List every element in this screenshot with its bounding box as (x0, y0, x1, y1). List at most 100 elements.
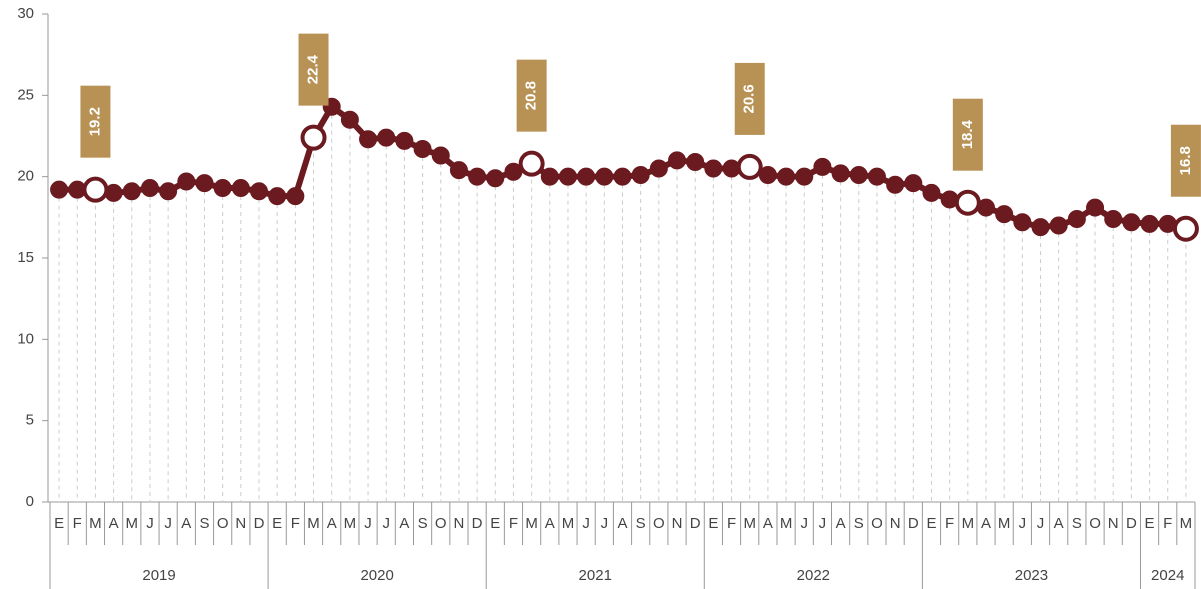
y-tick-label: 0 (26, 493, 34, 510)
x-tick-label: J (601, 515, 609, 532)
year-label: 2022 (797, 567, 830, 584)
x-tick-label: F (727, 515, 736, 532)
x-tick-label: J (582, 515, 590, 532)
marker (122, 182, 141, 201)
x-tick-label: M (525, 515, 538, 532)
marker (558, 167, 577, 186)
x-tick-label: A (109, 515, 119, 532)
marker (395, 131, 414, 150)
marker (104, 183, 123, 202)
value-label-box (952, 98, 983, 171)
x-tick-label: M (562, 515, 575, 532)
x-tick-label: M (1180, 515, 1193, 532)
marker (577, 167, 596, 186)
value-label: 18.4 (959, 119, 976, 149)
marker (649, 159, 668, 178)
x-tick-label: M (344, 515, 357, 532)
marker (231, 179, 250, 198)
x-tick-label: S (854, 515, 864, 532)
marker (1104, 209, 1123, 228)
x-tick-label: O (1089, 515, 1101, 532)
value-label-box (516, 59, 547, 132)
x-tick-label: E (926, 515, 936, 532)
marker (1013, 213, 1032, 232)
value-label: 20.8 (523, 81, 540, 110)
value-label: 22.4 (305, 54, 322, 84)
y-tick-label: 15 (17, 249, 34, 266)
marker (413, 140, 432, 159)
x-tick-label: N (1108, 515, 1119, 532)
marker (976, 198, 995, 217)
marker (140, 179, 159, 198)
x-tick-label: M (743, 515, 756, 532)
y-tick-label: 20 (17, 168, 34, 185)
x-tick-label: E (272, 515, 282, 532)
marker (813, 157, 832, 176)
y-tick-label: 25 (17, 86, 34, 103)
x-tick-label: J (364, 515, 372, 532)
x-tick-label: S (1072, 515, 1082, 532)
year-label: 2019 (142, 567, 175, 584)
x-tick-label: A (763, 515, 773, 532)
x-tick-label: J (1037, 515, 1045, 532)
year-label: 2021 (579, 567, 612, 584)
value-label-box (80, 85, 111, 158)
x-tick-label: N (890, 515, 901, 532)
x-tick-label: F (945, 515, 954, 532)
x-tick-label: E (708, 515, 718, 532)
x-tick-label: A (836, 515, 846, 532)
marker (995, 205, 1014, 224)
marker (50, 180, 69, 199)
marker (613, 167, 632, 186)
marker (849, 166, 868, 185)
x-tick-label: D (472, 515, 483, 532)
highlight-marker (300, 124, 327, 151)
marker (886, 175, 905, 194)
marker (377, 128, 396, 147)
marker (922, 183, 941, 202)
x-tick-label: A (545, 515, 555, 532)
y-tick-label: 5 (26, 412, 34, 429)
x-tick-label: M (780, 515, 793, 532)
x-tick-label: N (454, 515, 465, 532)
marker (777, 167, 796, 186)
x-tick-label: D (254, 515, 265, 532)
marker (213, 179, 232, 198)
x-tick-label: S (636, 515, 646, 532)
marker (1086, 198, 1105, 217)
x-tick-label: M (89, 515, 102, 532)
marker (195, 174, 214, 193)
x-tick-label: S (418, 515, 428, 532)
marker (468, 167, 487, 186)
marker (486, 169, 505, 188)
marker (704, 159, 723, 178)
marker (686, 153, 705, 172)
x-tick-label: D (690, 515, 701, 532)
value-label: 16.8 (1177, 146, 1194, 175)
value-label: 20.6 (741, 84, 758, 113)
x-tick-label: O (217, 515, 229, 532)
x-tick-label: A (399, 515, 409, 532)
marker (540, 167, 559, 186)
x-tick-label: O (871, 515, 883, 532)
year-label: 2024 (1151, 567, 1184, 584)
marker (449, 161, 468, 180)
x-tick-label: M (962, 515, 975, 532)
x-tick-label: F (1163, 515, 1172, 532)
marker (177, 172, 196, 191)
x-tick-label: J (146, 515, 154, 532)
x-tick-label: M (998, 515, 1011, 532)
marker (904, 174, 923, 193)
marker (1122, 213, 1141, 232)
x-tick-label: J (382, 515, 390, 532)
marker (159, 182, 178, 201)
value-label: 19.2 (86, 107, 103, 136)
x-tick-label: J (164, 515, 172, 532)
x-tick-label: O (653, 515, 665, 532)
year-label: 2020 (360, 567, 393, 584)
x-tick-label: M (307, 515, 320, 532)
x-tick-label: F (291, 515, 300, 532)
x-tick-label: J (1019, 515, 1027, 532)
x-tick-label: E (54, 515, 64, 532)
